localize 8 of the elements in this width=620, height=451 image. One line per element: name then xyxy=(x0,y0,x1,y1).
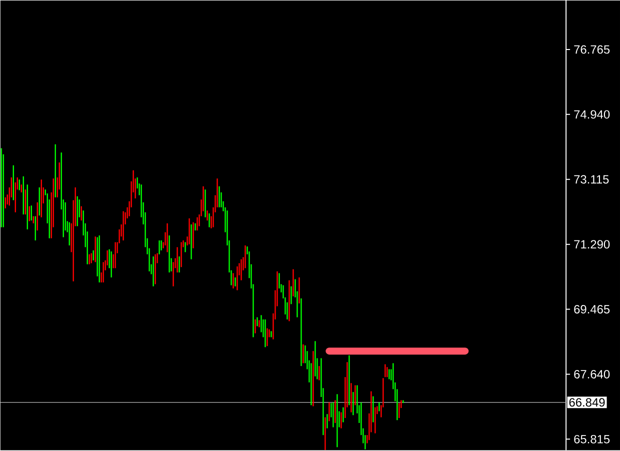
y-tick-label: 71.290 xyxy=(574,240,610,249)
y-tick-label: 73.115 xyxy=(574,175,609,184)
y-tick-label: 76.765 xyxy=(574,45,610,54)
y-tick-label: 74.940 xyxy=(574,110,610,119)
ref-line-label: 66.849 xyxy=(569,398,605,407)
y-tick-label: 69.465 xyxy=(574,305,610,314)
y-tick-label: 65.815 xyxy=(574,435,610,444)
y-tick-label: 67.640 xyxy=(574,370,610,379)
